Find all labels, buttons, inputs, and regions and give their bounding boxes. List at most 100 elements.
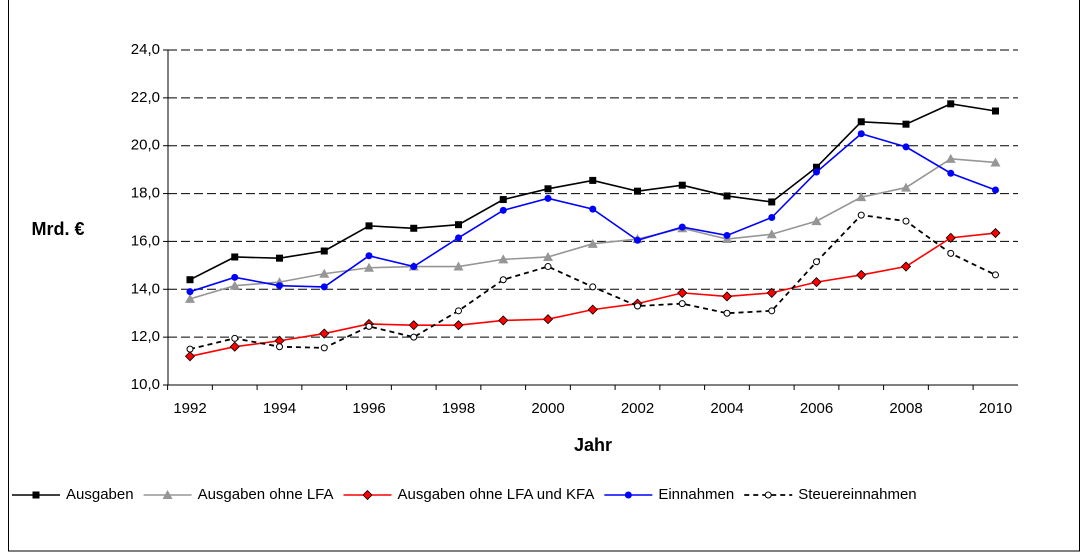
marker xyxy=(990,157,1001,167)
marker xyxy=(811,216,822,226)
marker xyxy=(365,252,373,260)
y-axis-label: Mrd. € xyxy=(31,219,84,239)
marker xyxy=(276,343,283,351)
marker xyxy=(723,192,731,200)
marker xyxy=(229,341,240,352)
marker xyxy=(185,293,195,303)
marker xyxy=(902,143,910,151)
marker xyxy=(544,194,552,202)
marker xyxy=(990,227,1001,239)
marker xyxy=(231,253,239,261)
marker xyxy=(947,249,955,257)
marker xyxy=(768,198,776,206)
marker xyxy=(587,238,598,248)
marker xyxy=(319,268,330,278)
marker xyxy=(945,232,956,243)
marker xyxy=(543,251,553,261)
marker xyxy=(365,322,373,330)
marker xyxy=(766,287,777,298)
marker xyxy=(186,276,194,284)
x-tick-label: 1996 xyxy=(352,400,385,417)
legend-label: Einnahmen xyxy=(658,486,734,503)
legend-marker xyxy=(162,490,173,499)
marker xyxy=(723,231,731,239)
x-tick-label: 2008 xyxy=(889,400,922,417)
marker xyxy=(901,182,911,192)
marker xyxy=(542,314,554,325)
legend-marker xyxy=(764,491,772,499)
marker xyxy=(678,181,686,189)
marker xyxy=(498,254,509,264)
marker xyxy=(678,300,686,308)
y-tick-label: 12,0 xyxy=(131,328,160,345)
y-tick-label: 16,0 xyxy=(131,232,160,249)
marker xyxy=(498,315,509,326)
marker xyxy=(276,254,283,262)
marker xyxy=(319,328,330,339)
marker xyxy=(320,283,328,291)
x-tick-label: 2006 xyxy=(800,400,833,417)
y-tick-label: 14,0 xyxy=(131,280,160,297)
marker xyxy=(364,262,374,272)
marker xyxy=(678,223,686,231)
marker xyxy=(410,263,418,271)
marker xyxy=(992,107,999,115)
marker xyxy=(723,309,731,317)
marker xyxy=(947,169,955,177)
marker xyxy=(677,287,688,298)
x-axis-label: Jahr xyxy=(574,435,612,455)
marker xyxy=(453,320,464,331)
marker xyxy=(455,234,462,242)
marker xyxy=(856,269,867,280)
marker xyxy=(634,236,641,244)
marker xyxy=(589,205,597,213)
marker xyxy=(945,153,956,163)
marker xyxy=(231,334,239,342)
marker xyxy=(186,345,194,353)
x-tick-label: 2010 xyxy=(979,400,1012,417)
marker xyxy=(455,307,462,315)
marker xyxy=(229,280,240,290)
legend-label: Ausgaben ohne LFA xyxy=(198,486,334,503)
marker xyxy=(857,130,865,138)
marker xyxy=(634,187,641,195)
marker xyxy=(813,163,820,171)
marker xyxy=(499,196,507,204)
y-tick-label: 18,0 xyxy=(131,185,160,202)
marker xyxy=(408,320,419,331)
marker xyxy=(186,288,194,296)
legend-marker xyxy=(32,491,40,499)
marker xyxy=(365,222,373,230)
marker xyxy=(410,333,418,341)
marker xyxy=(813,258,820,266)
marker xyxy=(902,217,910,225)
marker xyxy=(902,120,910,128)
marker xyxy=(184,351,196,362)
marker xyxy=(499,206,507,214)
marker xyxy=(587,304,598,315)
marker xyxy=(900,261,912,272)
marker xyxy=(721,291,733,302)
x-tick-label: 1992 xyxy=(173,400,206,417)
legend-label: Ausgaben ohne LFA und KFA xyxy=(398,486,595,503)
x-tick-label: 2000 xyxy=(531,400,564,417)
marker xyxy=(276,282,283,290)
marker xyxy=(499,276,507,284)
marker xyxy=(992,271,999,279)
legend-label: Steuereinnahmen xyxy=(798,486,916,503)
legend-label: Ausgaben xyxy=(66,486,134,503)
marker xyxy=(766,229,777,239)
marker xyxy=(768,214,776,221)
marker xyxy=(589,283,597,291)
x-tick-label: 2004 xyxy=(710,400,743,417)
legend-marker xyxy=(362,489,373,501)
marker xyxy=(544,263,552,271)
marker xyxy=(231,273,239,281)
legend-marker xyxy=(624,491,632,499)
marker xyxy=(856,192,867,202)
x-tick-label: 1994 xyxy=(263,400,296,417)
marker xyxy=(857,211,865,219)
marker xyxy=(589,176,597,184)
marker xyxy=(947,100,955,108)
marker xyxy=(992,186,999,194)
